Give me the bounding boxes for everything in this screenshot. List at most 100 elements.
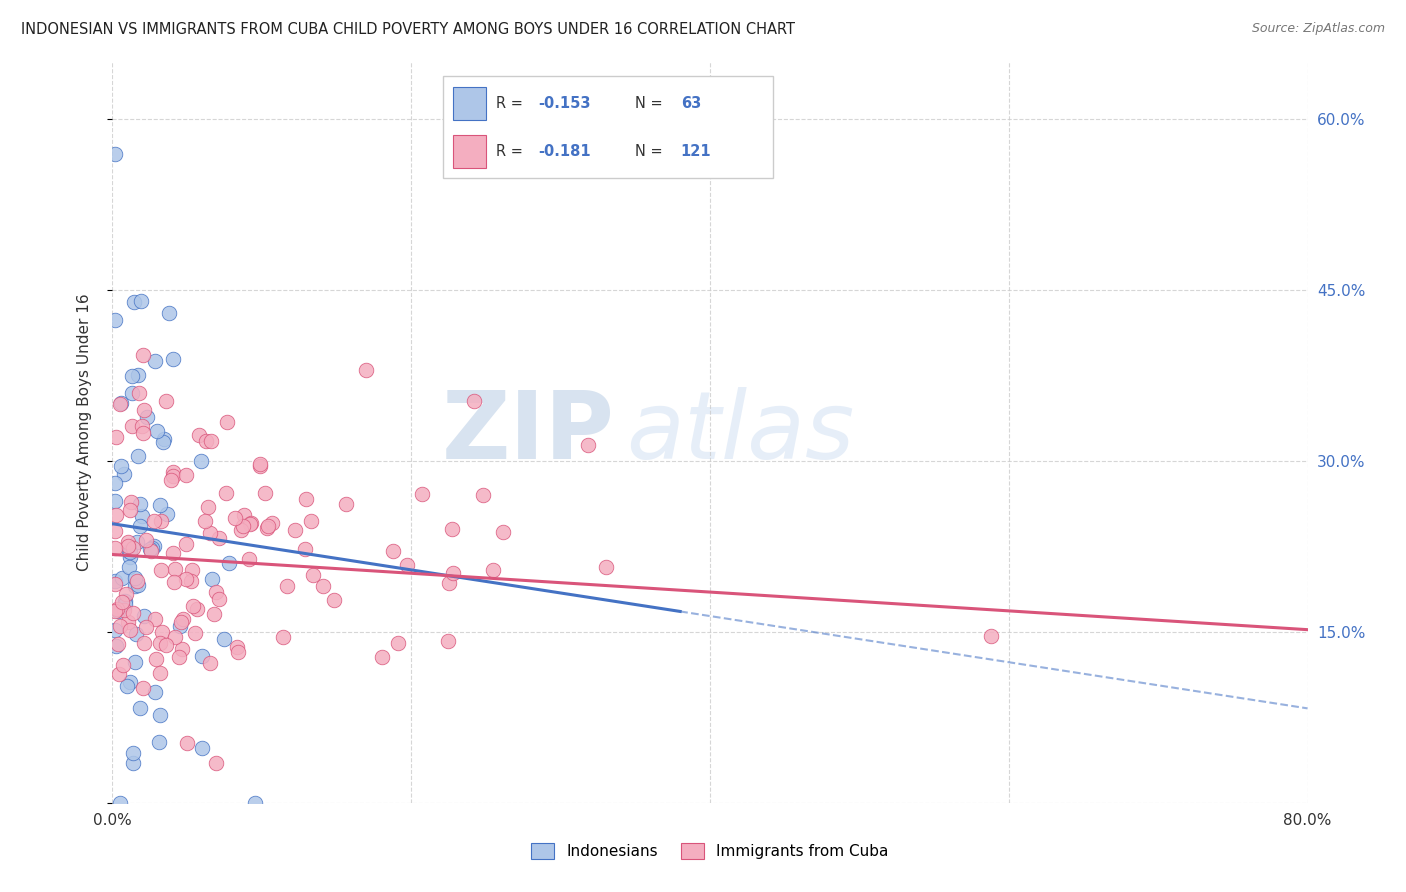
Point	[153, 432, 176, 446]
Legend: Indonesians, Immigrants from Cuba: Indonesians, Immigrants from Cuba	[526, 838, 894, 865]
Point	[232, 518, 254, 533]
Point	[127, 574, 149, 589]
Point	[294, 542, 316, 557]
Point	[184, 625, 207, 640]
Text: atlas: atlas	[627, 387, 855, 478]
Point	[225, 640, 247, 654]
Point	[107, 637, 129, 651]
Point	[107, 604, 129, 618]
Point	[115, 679, 138, 693]
Point	[194, 434, 217, 449]
Point	[127, 578, 149, 592]
Text: -0.181: -0.181	[538, 145, 592, 160]
Point	[162, 469, 184, 483]
Point	[148, 735, 170, 749]
Text: R =: R =	[496, 145, 527, 160]
Point	[121, 385, 143, 400]
Point	[118, 560, 141, 574]
Point	[110, 618, 132, 632]
Point	[118, 544, 141, 558]
Point	[371, 650, 394, 665]
Point	[131, 509, 153, 524]
Point	[121, 606, 143, 620]
Point	[295, 491, 318, 506]
Point	[129, 497, 152, 511]
Point	[108, 796, 131, 810]
Point	[104, 541, 127, 555]
Point	[194, 514, 217, 528]
Point	[146, 425, 169, 439]
Point	[191, 648, 214, 663]
Point	[135, 533, 157, 547]
Point	[129, 519, 152, 533]
Point	[122, 541, 145, 556]
Point	[114, 597, 136, 611]
Point	[104, 430, 127, 444]
Point	[214, 632, 236, 646]
Point	[218, 557, 240, 571]
Point	[169, 619, 191, 633]
Point	[141, 541, 163, 555]
Point	[114, 593, 136, 607]
Point	[143, 612, 166, 626]
Point	[135, 620, 157, 634]
Point	[118, 549, 141, 564]
Point	[131, 419, 153, 434]
Point	[134, 609, 156, 624]
Point	[131, 294, 153, 309]
Point	[120, 623, 142, 637]
Point	[322, 593, 344, 607]
Point	[105, 508, 128, 523]
Point	[174, 572, 197, 586]
FancyBboxPatch shape	[453, 136, 486, 168]
Point	[162, 574, 184, 589]
Point	[180, 563, 202, 577]
Point	[149, 707, 172, 722]
Point	[576, 438, 599, 452]
Point	[134, 636, 156, 650]
Point	[200, 657, 222, 671]
Point	[145, 652, 167, 666]
Point	[224, 511, 246, 525]
Point	[437, 576, 460, 591]
Point	[198, 525, 221, 540]
Point	[115, 587, 138, 601]
Point	[243, 796, 266, 810]
Point	[149, 498, 172, 512]
Point	[128, 385, 150, 400]
Point	[112, 602, 135, 616]
Point	[387, 636, 409, 650]
Point	[134, 402, 156, 417]
Point	[174, 537, 197, 551]
Point	[104, 577, 127, 591]
Point	[111, 595, 134, 609]
Point	[108, 667, 131, 681]
Point	[124, 571, 146, 585]
Point	[120, 494, 142, 508]
Text: -0.153: -0.153	[538, 96, 591, 111]
Point	[381, 544, 404, 558]
Point	[167, 649, 190, 664]
Point	[122, 746, 145, 760]
Point	[186, 601, 208, 615]
Point	[187, 428, 209, 442]
Point	[104, 493, 127, 508]
Point	[284, 523, 307, 537]
Point	[395, 558, 418, 572]
Point	[437, 634, 460, 648]
Point	[105, 639, 128, 653]
Y-axis label: Child Poverty Among Boys Under 16: Child Poverty Among Boys Under 16	[77, 293, 91, 572]
Point	[232, 508, 254, 523]
Point	[162, 545, 184, 559]
Point	[302, 568, 325, 582]
Point	[163, 630, 186, 644]
Point	[142, 515, 165, 529]
Point	[150, 563, 173, 577]
Point	[152, 434, 174, 449]
Point	[104, 574, 127, 588]
Point	[170, 615, 193, 629]
Point	[172, 612, 194, 626]
Point	[121, 369, 143, 384]
Point	[142, 539, 165, 553]
Point	[108, 397, 131, 411]
